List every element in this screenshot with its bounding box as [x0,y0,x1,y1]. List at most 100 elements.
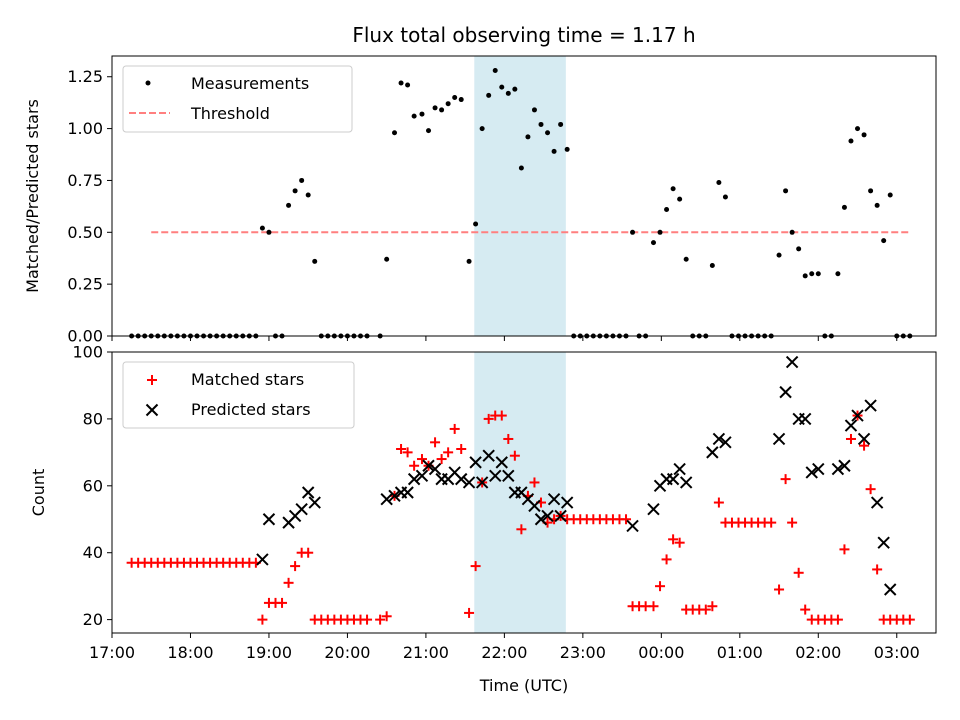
measurement-point [874,202,880,208]
matched-star-point [787,517,798,528]
matched-star-point [509,450,520,461]
predicted-star-point [719,436,732,449]
measurement-point [802,273,808,279]
x-stroke-b [308,496,321,509]
measurement-point [312,258,318,264]
measurement-point [664,206,670,212]
x-stroke-b [295,503,308,516]
matched-star-point [904,614,915,625]
measurement-point [466,258,472,264]
x-stroke-b [554,509,567,523]
x-stroke-b [515,486,528,499]
x-stroke-b [864,399,877,412]
top-highlight-band [474,56,566,336]
measurement-point [398,80,404,86]
legend-marker-predicted [145,403,159,417]
top-legend: Measurements Threshold [122,65,353,133]
predicted-star-point [295,503,308,516]
matched-star-point [668,534,679,545]
y-tick-label: 40 [83,543,103,562]
legend-label-predicted: Predicted stars [191,400,311,419]
matched-star-point [661,554,672,565]
y-tick-label: 80 [83,409,103,428]
matched-star-point [464,607,475,618]
top-x-ticks [111,336,898,341]
measurement-point [432,105,438,111]
bottom-x-ticks: 17:00 18:00 19:00 20:00 21:00 22:00 23:00 00:00… [89,633,920,662]
x-stroke-b [706,446,719,459]
measurement-point [657,229,663,235]
measurement-point [887,192,893,198]
x-stroke-b [528,499,541,513]
predicted-star-point [560,496,574,509]
y-tick-label: 1.00 [67,119,103,138]
x-stroke-b [560,496,574,509]
predicted-star-point [301,486,315,499]
measurement-point [299,177,305,183]
x-stroke-b [812,462,825,476]
predicted-star-point [877,536,890,549]
predicted-star-point [706,446,719,459]
x-stroke-b [489,469,502,482]
measurement-point [384,256,390,262]
x-stroke-b [415,469,429,482]
predicted-star-point [554,509,567,523]
y-tick-label: 0.00 [67,327,103,346]
measurement-point [505,90,511,96]
bottom-legend: Matched stars Predicted stars [122,361,355,429]
predicted-star-point [528,499,541,513]
x-stroke-b [448,466,461,479]
legend-x [145,403,159,417]
matched-star-point [402,447,413,458]
y-tick-label: 0.25 [67,275,103,294]
matched-star-point [674,537,685,548]
predicted-star-point [772,432,786,446]
top-y-axis-label: Matched/Predicted stars [23,99,42,293]
top-chart-title: Flux total observing time = 1.17 h [352,23,695,47]
measurement-point [855,126,861,132]
measurement-point [259,225,265,231]
predicted-star-point [489,469,502,482]
measurement-point [670,186,676,192]
predicted-star-point [798,412,812,426]
matched-star-point [800,604,811,615]
x-stroke-b [877,536,890,549]
predicted-star-point [626,519,639,533]
bottom-axes-frame [111,351,937,634]
y-tick-label: 100 [72,343,103,362]
predicted-star-point [502,469,515,482]
matched-star-point [396,444,407,455]
predicted-star-point [838,459,851,472]
x-stroke-b [679,476,693,489]
predicted-star-point [407,472,421,486]
measurement-point [796,246,802,252]
predicted-star-point [812,462,825,476]
x-stroke-b [831,462,845,476]
legend-plus [147,375,157,385]
predicted-star-point [401,486,414,499]
predicted-star-point [673,462,686,476]
matched-star-point [516,524,527,535]
measurement-point [531,107,537,113]
x-stroke-b [779,385,792,399]
predicted-star-point [864,399,877,412]
x-stroke-b [673,462,686,476]
measurement-point [286,202,292,208]
x-stroke-b [666,472,680,486]
matched-star-point [409,460,420,471]
predicted-star-point [785,355,799,369]
predicted-star-point [870,496,884,509]
x-stroke-b [844,419,858,432]
measurement-point [292,188,298,194]
measurement-point [525,134,531,140]
measurement-point [677,196,683,202]
predicted-star-point [666,472,680,486]
predicted-star-point [844,419,858,432]
x-stroke-b [805,466,818,479]
predicted-star-point [647,503,660,516]
predicted-star-point [884,583,897,596]
matched-star-point [766,517,777,528]
measurement-point [722,194,728,200]
predicted-star-point [534,513,548,526]
x-tick-label: 02:00 [795,643,841,662]
